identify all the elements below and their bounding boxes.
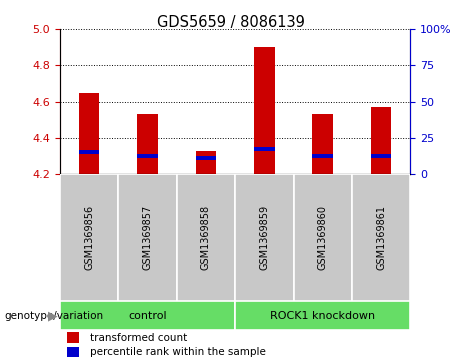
Bar [235,174,294,301]
Text: GSM1369856: GSM1369856 [84,205,94,270]
Bar [118,174,177,301]
Bar [67,333,79,343]
Bar [79,93,100,174]
Bar [67,347,79,357]
Text: GSM1369861: GSM1369861 [376,205,386,270]
Bar [371,107,391,174]
Text: percentile rank within the sample: percentile rank within the sample [90,347,266,357]
Text: ROCK1 knockdown: ROCK1 knockdown [270,311,375,321]
Bar [254,147,275,151]
Bar [195,151,216,174]
Text: ▶: ▶ [48,309,58,322]
Bar [137,154,158,158]
Text: control: control [128,311,167,321]
Bar [177,174,235,301]
Bar [313,114,333,174]
Text: GDS5659 / 8086139: GDS5659 / 8086139 [157,15,304,29]
Text: genotype/variation: genotype/variation [5,311,104,321]
Text: GSM1369860: GSM1369860 [318,205,328,270]
Bar [60,174,118,301]
Bar [137,114,158,174]
Text: transformed count: transformed count [90,333,187,343]
Bar [254,47,275,174]
Bar [195,156,216,160]
Text: GSM1369857: GSM1369857 [142,205,153,270]
Text: GSM1369858: GSM1369858 [201,205,211,270]
Bar [313,154,333,158]
Text: GSM1369859: GSM1369859 [259,205,269,270]
Bar [371,154,391,158]
Bar [60,301,235,330]
Bar [352,174,410,301]
Bar [294,174,352,301]
Bar [79,150,100,154]
Bar [235,301,410,330]
